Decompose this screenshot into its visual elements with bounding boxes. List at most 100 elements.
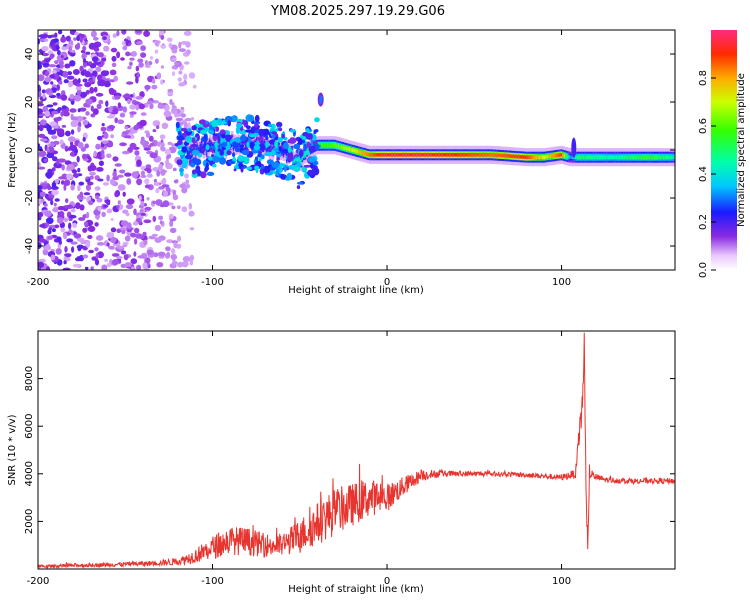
noise-spot — [48, 92, 53, 96]
noise-spot — [52, 70, 57, 74]
noise-spot — [79, 35, 83, 43]
signal-blob — [296, 185, 301, 190]
noise-spot — [57, 107, 62, 112]
noise-spot — [70, 208, 76, 213]
signal-core — [362, 151, 366, 155]
noise-spot — [101, 211, 106, 218]
noise-spot — [124, 172, 132, 177]
noise-spot — [124, 235, 131, 242]
noise-spot — [189, 227, 195, 231]
noise-spot — [95, 66, 102, 73]
signal-blob — [226, 150, 232, 156]
noise-spot — [95, 92, 104, 97]
signal-blob — [208, 129, 215, 135]
noise-spot — [143, 203, 147, 207]
noise-spot — [146, 100, 153, 105]
signal-core — [391, 153, 394, 157]
noise-spot — [56, 54, 63, 62]
signal-core — [661, 155, 664, 159]
noise-spot — [89, 175, 94, 180]
signal-core — [659, 155, 663, 159]
noise-spot — [124, 126, 129, 130]
signal-blob — [282, 148, 289, 154]
noise-spot — [124, 262, 132, 268]
noise-spot — [44, 76, 52, 83]
noise-spot — [137, 58, 144, 63]
noise-spot — [176, 205, 181, 210]
noise-spot — [142, 231, 147, 237]
noise-spot — [87, 235, 93, 239]
signal-blob — [254, 123, 259, 128]
noise-spot — [66, 75, 75, 80]
noise-spot — [144, 184, 151, 189]
noise-spot — [41, 89, 46, 94]
signal-core — [598, 155, 601, 159]
noise-spot — [46, 217, 54, 225]
signal-core — [400, 153, 404, 157]
y-tick-label: 4000 — [24, 461, 35, 486]
noise-spot — [73, 151, 78, 156]
noise-spot — [71, 49, 76, 53]
signal-core — [590, 155, 594, 159]
signal-core — [611, 155, 614, 159]
signal-core — [435, 153, 438, 157]
noise-spot — [143, 219, 152, 224]
signal-blob — [206, 171, 215, 176]
noise-spot — [66, 173, 73, 179]
noise-spot — [71, 116, 79, 121]
signal-core — [483, 153, 487, 157]
signal-core — [617, 155, 620, 159]
noise-spot — [138, 62, 144, 68]
noise-spot — [40, 183, 48, 187]
signal-core — [552, 154, 556, 158]
signal-core — [292, 160, 295, 164]
signal-blob — [212, 163, 217, 168]
signal-core — [359, 150, 363, 155]
noise-spot — [84, 221, 88, 226]
noise-spot — [190, 117, 195, 121]
signal-blob — [252, 121, 261, 125]
signal-blob — [310, 163, 314, 169]
colorbar-gradient — [711, 30, 737, 270]
signal-core — [612, 155, 616, 159]
signal-core — [453, 153, 457, 157]
noise-spot — [85, 241, 91, 248]
noise-spot — [42, 63, 50, 66]
signal-core — [322, 143, 325, 147]
noise-spot — [84, 71, 91, 78]
noise-spot — [112, 156, 119, 162]
noise-spot — [144, 206, 152, 211]
noise-spot — [80, 91, 88, 98]
signal-core — [502, 153, 506, 158]
signal-core — [637, 155, 641, 159]
noise-spot — [73, 78, 78, 85]
signal-blob — [232, 141, 237, 147]
x-tick-label: 0 — [384, 277, 390, 288]
signal-core — [414, 153, 418, 157]
signal-core — [582, 155, 586, 159]
noise-spot — [54, 32, 58, 38]
noise-spot — [111, 253, 120, 257]
noise-spot — [116, 30, 120, 37]
signal-core — [576, 155, 579, 159]
noise-spot — [75, 202, 81, 210]
noise-spot — [172, 194, 179, 201]
noise-spot — [101, 57, 107, 62]
signal-blob — [184, 154, 193, 160]
noise-spot — [77, 125, 81, 133]
signal-blob — [239, 144, 245, 148]
signal-core — [475, 153, 479, 157]
noise-spot — [46, 104, 54, 108]
x-tick-label: 100 — [552, 576, 571, 587]
noise-spot — [144, 130, 150, 134]
noise-spot — [152, 215, 157, 222]
signal-core — [574, 155, 578, 159]
noise-spot — [95, 143, 101, 150]
noise-spot — [68, 222, 72, 230]
signal-core — [301, 154, 305, 159]
noise-spot — [106, 174, 110, 182]
signal-core — [450, 153, 454, 157]
noise-spot — [38, 125, 42, 130]
